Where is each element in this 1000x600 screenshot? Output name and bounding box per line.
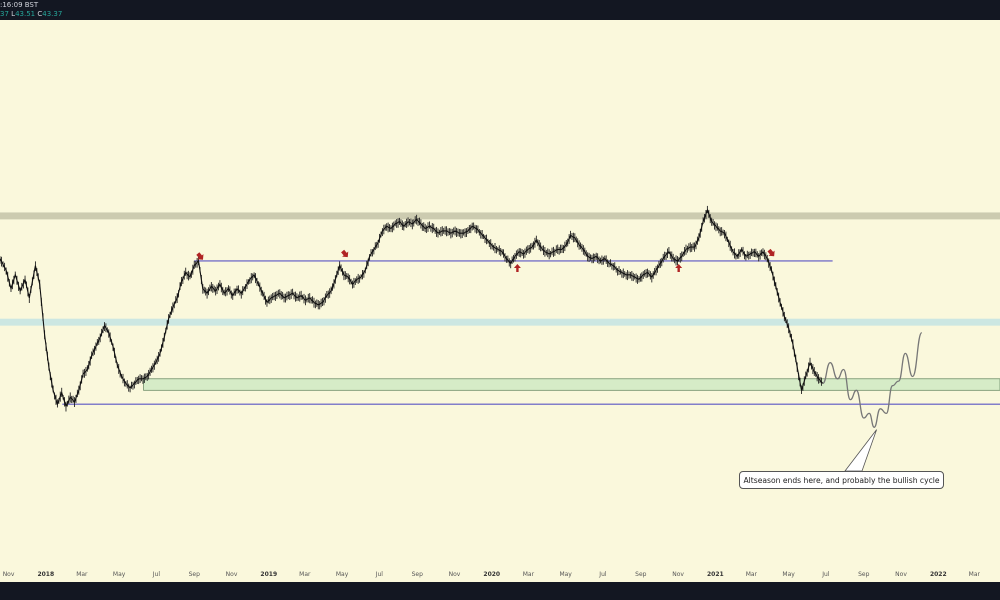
up-arrow-icon <box>675 264 683 273</box>
x-axis-tick-label: 2018 <box>37 571 54 578</box>
price-chart[interactable]: Nov 2018 Mar May Jul Sep Nov 2019 Mar May Jul Sep No… <box>0 20 1000 582</box>
x-axis-tick-label: 2022 <box>930 571 947 578</box>
down-arrow-icon <box>767 248 775 257</box>
ohlc-close-value: 43.37 <box>42 10 63 18</box>
annotation-callout: Altseason ends here, and probably the bu… <box>739 471 944 489</box>
ohlc-low-value: 43.51 <box>15 10 36 18</box>
x-axis-tick-label: Nov <box>895 571 907 578</box>
ohlc-open-value: 37 <box>0 10 9 18</box>
time-readout: :16:09 BST <box>0 1 39 9</box>
chart-header-bar: :16:09 BST 37 L43.51 C43.37 <box>0 0 1000 20</box>
x-axis-tick-label: 2019 <box>260 571 277 578</box>
support-zone <box>143 378 1000 391</box>
x-axis-tick-label: Mar <box>746 571 758 578</box>
down-arrow-icon <box>341 249 349 258</box>
x-axis-tick-label: May <box>559 571 572 578</box>
ohlc-low-label: L <box>11 10 16 18</box>
x-axis-tick-label: Sep <box>189 571 201 578</box>
x-axis-tick-label: Jul <box>598 571 607 578</box>
x-axis-tick-label: Sep <box>635 571 647 578</box>
x-axis-tick-label: Nov <box>226 571 238 578</box>
resistance-zone <box>0 318 1000 326</box>
x-axis-tick-label: 2020 <box>483 571 500 578</box>
x-axis-tick-label: Mar <box>76 571 88 578</box>
supply-zone <box>0 212 1000 220</box>
projection-path <box>822 331 923 428</box>
x-axis-tick-label: Jul <box>375 571 384 578</box>
x-axis-tick-label: May <box>113 571 126 578</box>
down-arrow-icon <box>196 252 204 260</box>
x-axis-tick-label: May <box>336 571 349 578</box>
callout-pointer <box>844 429 877 472</box>
ohlc-readout: 37 L43.51 C43.37 <box>0 10 62 19</box>
x-axis-tick-label: Nov <box>449 571 461 578</box>
x-axis-tick-label: Jul <box>821 571 830 578</box>
up-arrow-icon <box>513 264 521 273</box>
x-axis-tick-label: Mar <box>969 571 981 578</box>
x-axis-tick-label: 2021 <box>707 571 724 578</box>
x-axis-tick-label: Nov <box>672 571 684 578</box>
ohlc-close-label: C <box>37 10 43 18</box>
x-axis-tick-label: Jul <box>152 571 161 578</box>
chart-footer-bar <box>0 582 1000 600</box>
x-axis-tick-label: May <box>782 571 795 578</box>
x-axis-tick-label: Nov <box>3 571 15 578</box>
x-axis-tick-label: Mar <box>299 571 311 578</box>
x-axis-tick-label: Mar <box>523 571 535 578</box>
x-axis-tick-label: Sep <box>412 571 424 578</box>
x-axis-tick-label: Sep <box>858 571 870 578</box>
price-line <box>0 208 824 409</box>
